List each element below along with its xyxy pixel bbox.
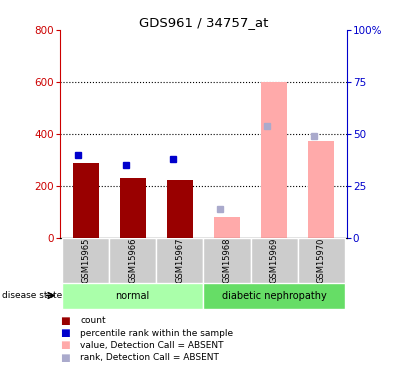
Bar (62, 238, 109, 283)
Bar (203, 283, 345, 309)
Bar (203, 238, 251, 283)
Text: GSM15970: GSM15970 (317, 238, 326, 284)
Text: GSM15968: GSM15968 (222, 238, 231, 284)
Text: GSM15966: GSM15966 (128, 238, 137, 284)
Bar (308, 141, 334, 238)
Text: ■: ■ (60, 328, 69, 338)
Text: normal: normal (115, 291, 150, 301)
Bar (109, 238, 156, 283)
Text: GSM15967: GSM15967 (175, 238, 185, 284)
Bar (62, 283, 203, 309)
Bar (298, 238, 345, 283)
Bar (167, 180, 193, 238)
Text: ■: ■ (60, 316, 69, 326)
Text: disease state: disease state (2, 291, 62, 300)
Text: GSM15969: GSM15969 (270, 238, 279, 284)
Bar (156, 238, 203, 283)
Text: percentile rank within the sample: percentile rank within the sample (80, 328, 233, 338)
Bar (251, 238, 298, 283)
Bar (120, 178, 145, 238)
Text: rank, Detection Call = ABSENT: rank, Detection Call = ABSENT (80, 353, 219, 362)
Bar (261, 82, 287, 238)
Title: GDS961 / 34757_at: GDS961 / 34757_at (139, 16, 268, 29)
Text: ■: ■ (60, 353, 69, 363)
Bar (214, 217, 240, 238)
Text: GSM15965: GSM15965 (81, 238, 90, 284)
Bar (73, 163, 99, 238)
Text: ■: ■ (60, 340, 69, 350)
Text: count: count (80, 316, 106, 325)
Text: diabetic nephropathy: diabetic nephropathy (222, 291, 327, 301)
Text: value, Detection Call = ABSENT: value, Detection Call = ABSENT (80, 341, 224, 350)
